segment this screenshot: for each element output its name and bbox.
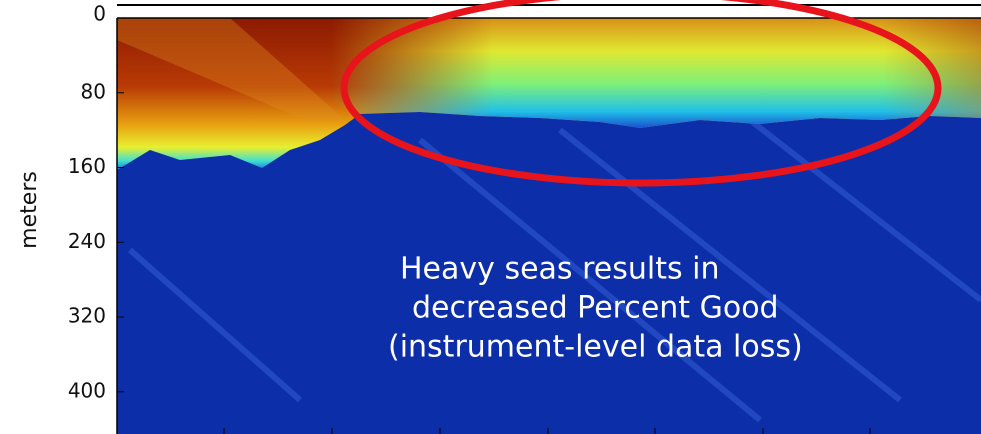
annotation-line: Heavy seas results in [400, 252, 719, 287]
heatmap-diagonal [117, 18, 345, 120]
y-tick-label: 320 [68, 304, 106, 328]
x-tick-marks [223, 428, 871, 434]
annotation: Heavy seas results in decreased Percent G… [388, 252, 803, 365]
y-tick-label: 240 [68, 229, 106, 253]
y-tick-label: 160 [68, 154, 106, 178]
heatmap-upper-right [330, 18, 981, 128]
heatmap [117, 18, 981, 434]
annotation-line: decreased Percent Good [412, 291, 779, 326]
y-axis-label: meters [17, 171, 42, 249]
y-tick-label: 80 [81, 79, 106, 103]
y-tick-label: 400 [68, 378, 106, 402]
y-tick-label: 0 [93, 2, 106, 26]
annotation-line: (instrument-level data loss) [388, 330, 803, 365]
heatmap-streaks [128, 117, 981, 423]
highlight-ellipse [340, 0, 942, 187]
